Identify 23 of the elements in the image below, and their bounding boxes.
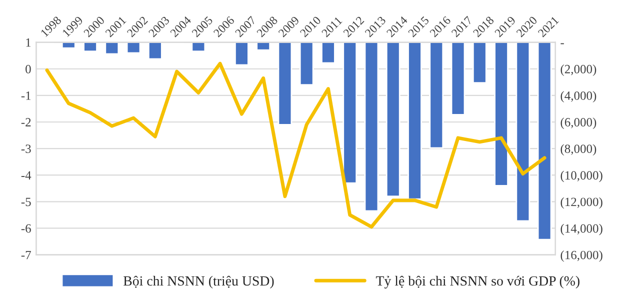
y-tick-label: 0: [26, 64, 31, 74]
y-tick-label: -6: [21, 224, 31, 233]
y-tick-label: -2: [21, 118, 31, 126]
y-tick-label: -1: [21, 92, 31, 100]
x-tick-label: 1999: [62, 16, 84, 38]
y-tick-label: -5: [21, 198, 31, 206]
line-series: [45, 62, 546, 229]
y2-tick-label: (8,000): [560, 144, 596, 156]
y2-tick-label: (10,000): [560, 170, 602, 182]
y2-tick-label: (2,000): [560, 64, 596, 76]
y2-tick-label: (4,000): [560, 91, 596, 102]
y2-tick-label: (12,000): [560, 197, 602, 209]
y-tick-label: -7: [21, 250, 31, 260]
y2-tick-label: (16,000): [560, 250, 602, 262]
y2-tick-label: -: [560, 43, 564, 44]
legend-label: Tỷ lệ bội chi NSNN so với GDP (%): [376, 276, 580, 289]
y-tick-label: 1: [26, 38, 31, 47]
x-tick-label: 2011: [321, 16, 342, 38]
y-tick-label: -4: [21, 171, 32, 180]
y2-tick-label: (6,000): [560, 118, 596, 129]
y2-tick-label: (14,000): [560, 224, 602, 236]
y-tick-label: -3: [21, 144, 31, 154]
legend-label: Bội chi NSNN (triệu USD): [124, 276, 274, 288]
